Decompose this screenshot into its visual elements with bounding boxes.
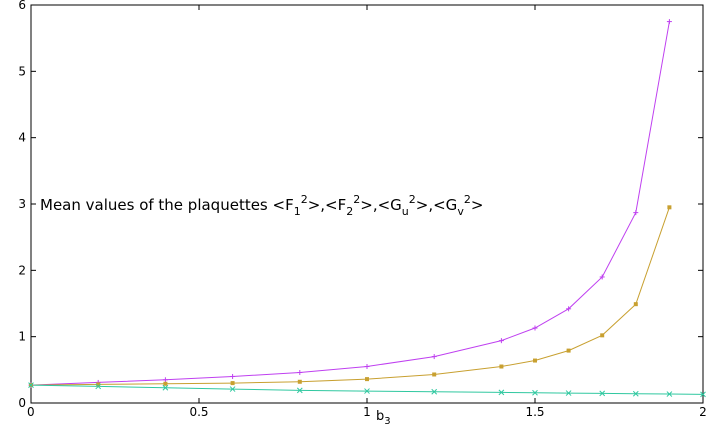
data-point [230, 381, 235, 386]
y-tick-label: 0 [18, 396, 26, 410]
series-line-3 [30, 384, 704, 395]
y-tick-label: 4 [18, 131, 26, 145]
data-point [432, 372, 437, 377]
x-tick-label: 1 [363, 405, 371, 419]
data-point [666, 19, 672, 25]
data-point [667, 205, 672, 210]
data-point [162, 377, 168, 383]
data-point [96, 382, 101, 387]
data-point [28, 382, 34, 388]
data-point [498, 389, 505, 396]
data-point [95, 383, 102, 390]
x-tick-label: 2 [699, 405, 707, 419]
data-point [566, 306, 572, 312]
data-point [498, 338, 504, 344]
data-point [600, 333, 605, 338]
data-point [162, 384, 169, 391]
y-tick-label: 1 [18, 330, 26, 344]
y-tick-label: 6 [18, 0, 26, 12]
data-point [297, 379, 302, 384]
y-tick-label: 3 [18, 197, 26, 211]
y-tick-label: 5 [18, 64, 26, 78]
data-point [666, 391, 673, 397]
y-tick-label: 2 [18, 263, 26, 277]
data-point [565, 390, 572, 396]
data-point [365, 377, 369, 382]
x-axis-label: b3 [376, 409, 391, 427]
x-tick-label: 0 [27, 405, 35, 419]
data-point [566, 348, 571, 353]
data-point [532, 389, 538, 396]
data-point [633, 302, 638, 307]
data-point [431, 354, 437, 360]
data-point [297, 369, 303, 375]
axis-ticks: 0 0.5 1 1.5 2 0 1 2 3 4 5 6 [18, 0, 706, 419]
data-point [163, 381, 168, 386]
data-point [632, 390, 639, 397]
data-point [364, 388, 370, 394]
data-point [700, 391, 706, 398]
data-point [229, 386, 236, 392]
data-point [599, 390, 606, 397]
data-point [599, 274, 605, 280]
x-tick-label: 0.5 [189, 405, 208, 419]
plot-annotation: Mean values of the plaquettes <F12>,<F22… [40, 193, 483, 218]
data-point [230, 373, 236, 379]
data-point [296, 387, 303, 394]
data-point [431, 388, 438, 395]
data-point [533, 358, 537, 363]
data-point [633, 210, 639, 216]
data-point [364, 364, 370, 370]
x-tick-label: 1.5 [525, 405, 544, 419]
series-markers [28, 19, 706, 398]
series-line-2 [30, 207, 670, 386]
data-point [499, 364, 504, 369]
data-point [532, 325, 538, 331]
